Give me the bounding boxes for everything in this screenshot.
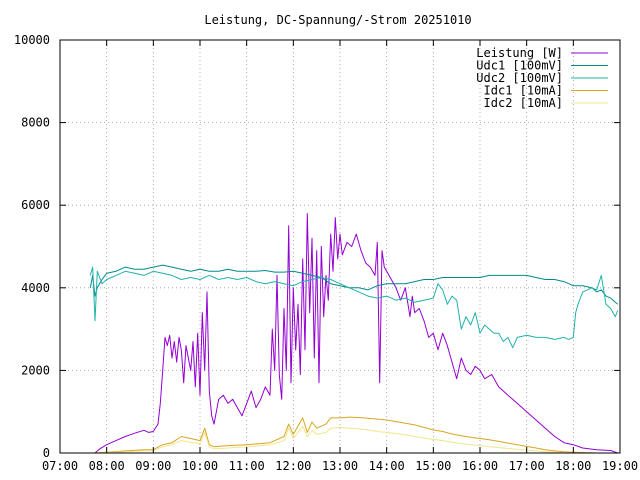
x-tick-label: 17:00 <box>509 459 545 473</box>
x-tick-label: 18:00 <box>555 459 591 473</box>
x-tick-label: 16:00 <box>462 459 498 473</box>
x-tick-label: 15:00 <box>415 459 451 473</box>
x-tick-label: 08:00 <box>89 459 125 473</box>
legend-label: Udc1 [100mV] <box>476 59 563 73</box>
x-tick-label: 10:00 <box>182 459 218 473</box>
series-line-3 <box>94 416 597 454</box>
ticks: 07:00 08:00 09:00 10:00 11:00 12:00 13:00 14:00… <box>14 33 638 473</box>
y-tick-label: 4000 <box>21 281 50 295</box>
x-tick-label: 13:00 <box>322 459 358 473</box>
y-tick-label: 8000 <box>21 116 50 130</box>
x-tick-label: 19:00 <box>602 459 638 473</box>
y-tick-label: 6000 <box>21 198 50 212</box>
y-tick-label: 2000 <box>21 363 50 377</box>
y-tick-label: 10000 <box>14 33 50 47</box>
x-tick-label: 14:00 <box>369 459 405 473</box>
legend-label: Leistung [W] <box>476 46 563 60</box>
series-line-4 <box>94 425 574 454</box>
series-line-1 <box>89 264 619 305</box>
y-tick-label: 0 <box>43 446 50 460</box>
legend: Leistung [W]Udc1 [100mV]Udc2 [100mV]Idc1… <box>476 46 608 110</box>
x-tick-label: 07:00 <box>42 459 78 473</box>
grid <box>60 40 620 453</box>
x-tick-label: 11:00 <box>229 459 265 473</box>
chart-title: Leistung, DC-Spannung/-Strom 20251010 <box>204 13 471 27</box>
x-tick-label: 12:00 <box>275 459 311 473</box>
series-line-2 <box>89 266 619 349</box>
legend-label: Idc1 [10mA] <box>484 84 563 98</box>
legend-label: Udc2 [100mV] <box>476 71 563 85</box>
x-tick-label: 09:00 <box>135 459 171 473</box>
series-layer <box>89 213 619 454</box>
legend-label: Idc2 [10mA] <box>484 96 563 110</box>
